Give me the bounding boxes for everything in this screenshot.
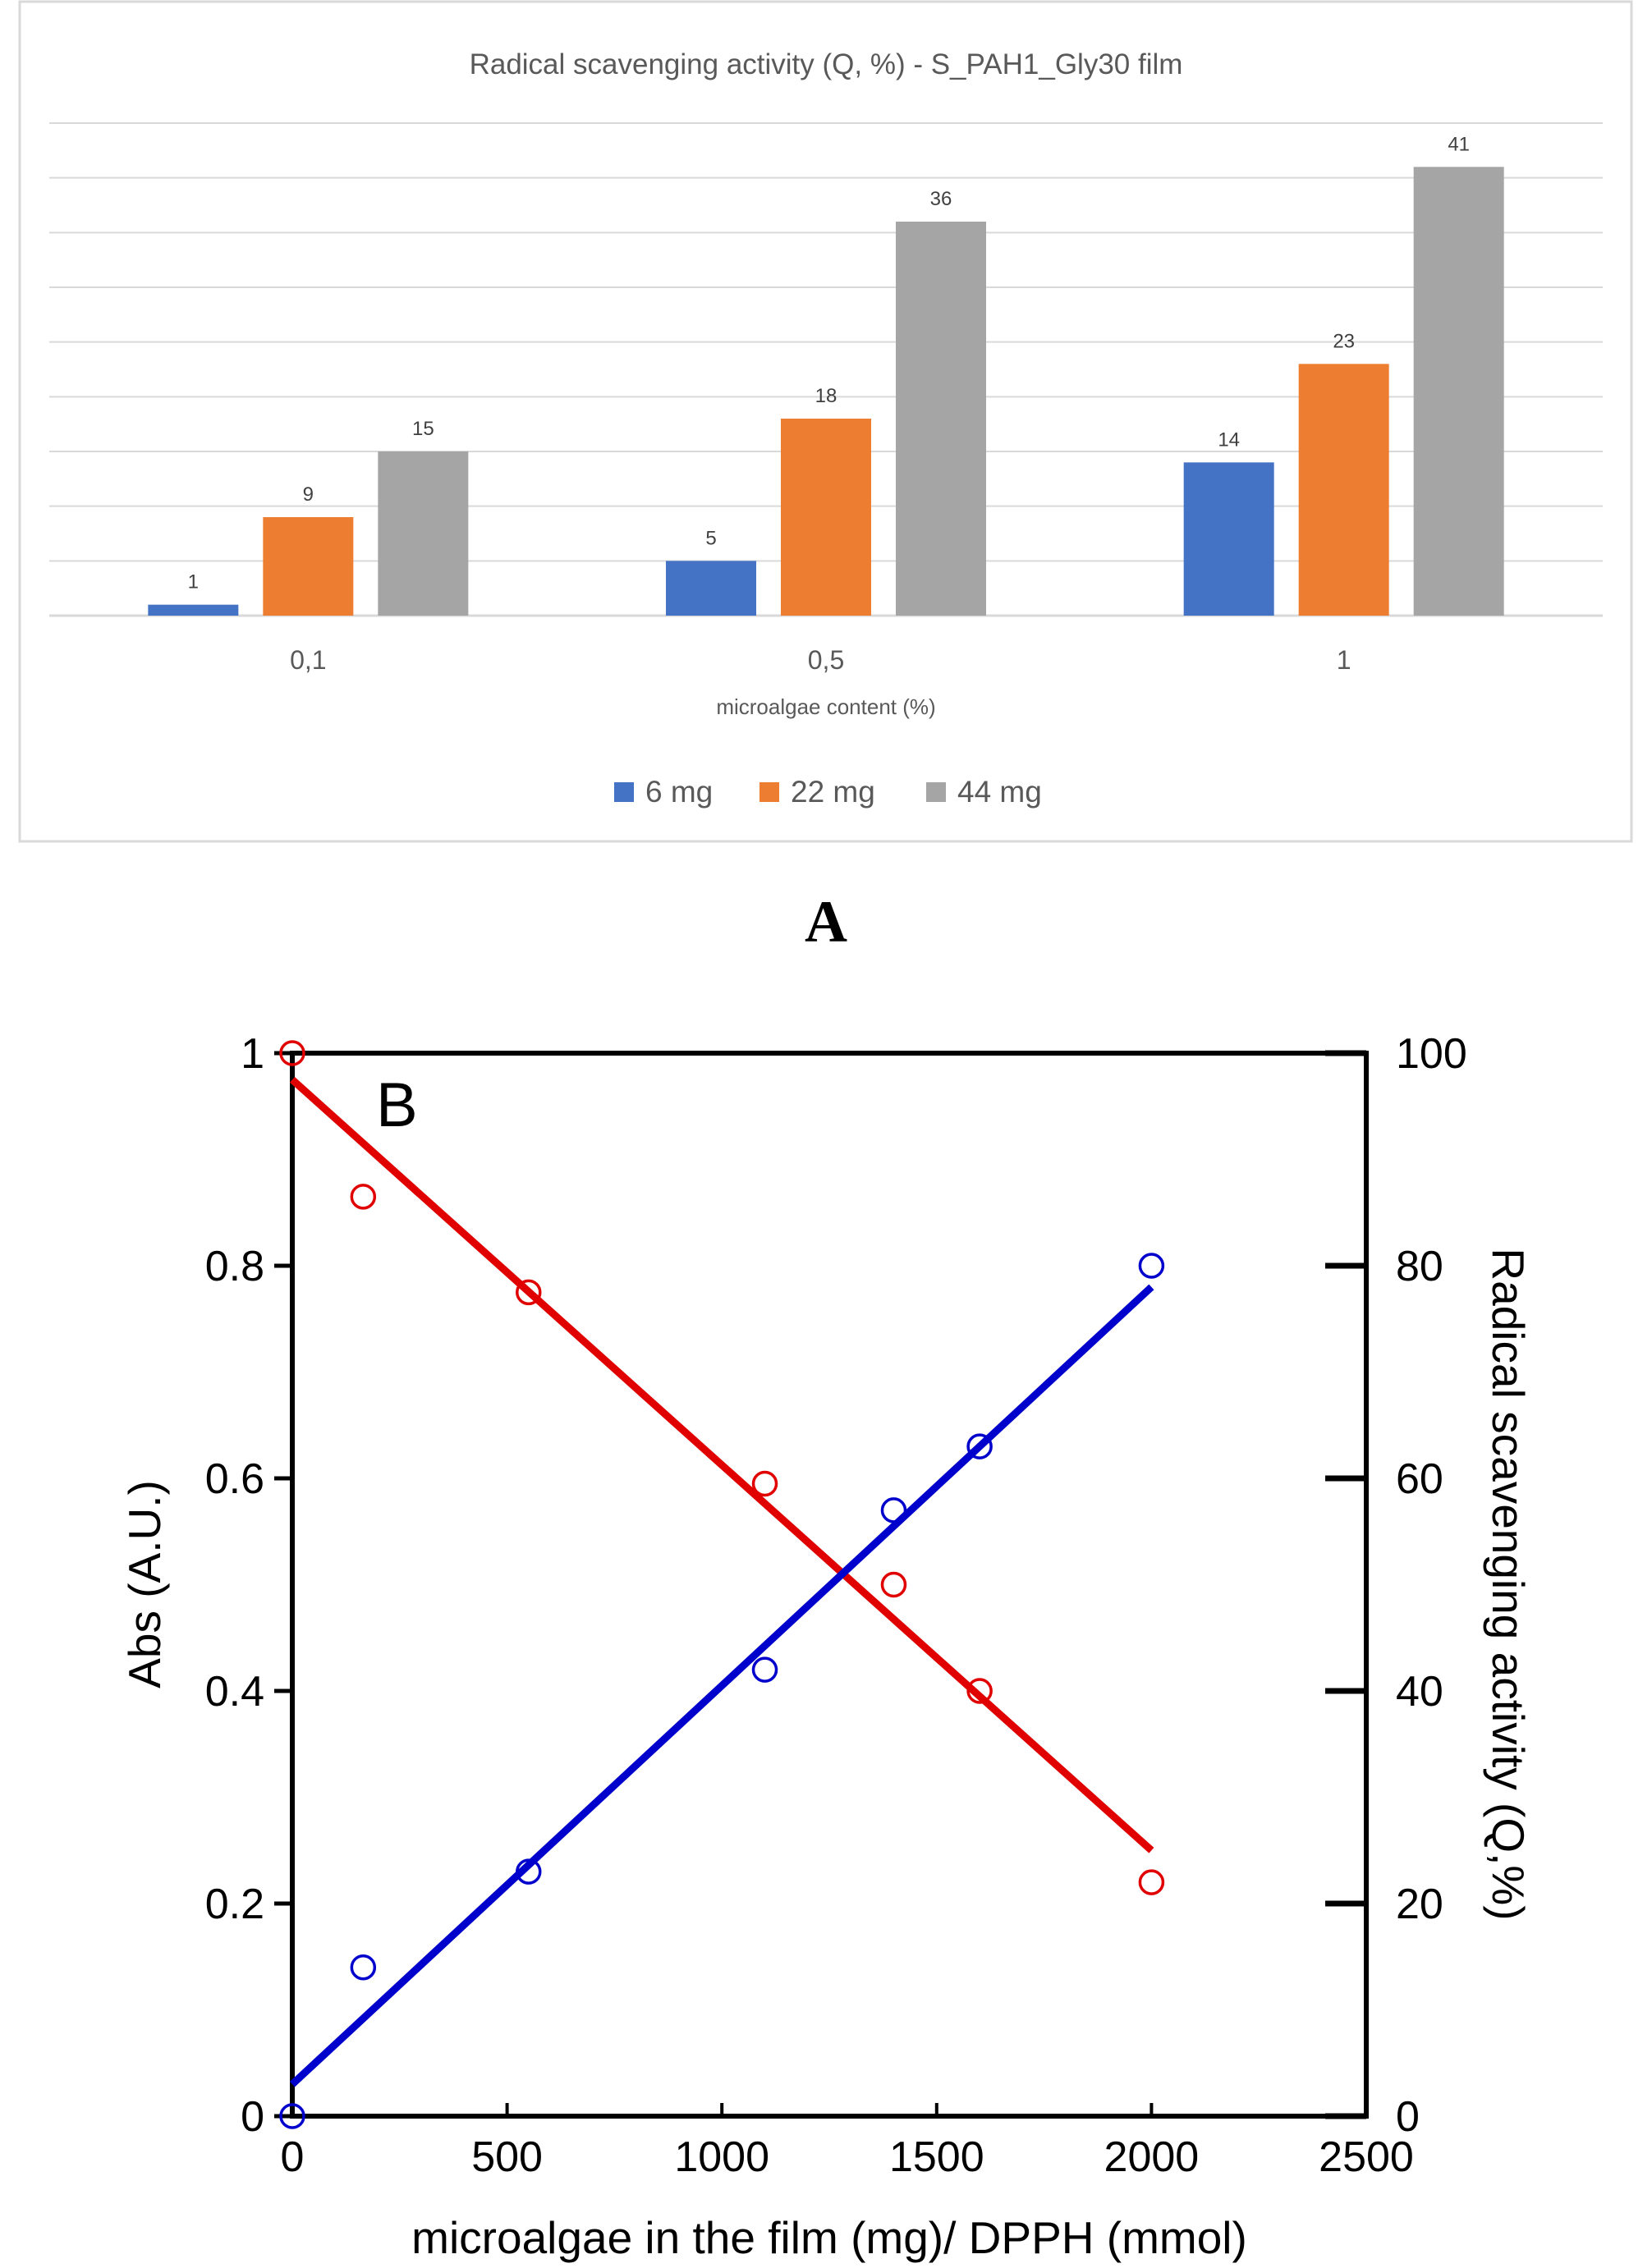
x-tick-label: 0,5	[808, 645, 844, 675]
data-label: 23	[1333, 330, 1355, 352]
y2-tick-label: 20	[1396, 1881, 1443, 1928]
y2-tick-label: 40	[1396, 1668, 1443, 1716]
data-point	[516, 1858, 542, 1885]
legend-swatch	[759, 782, 779, 802]
y-tick-label: 1	[241, 1030, 264, 1078]
y-tick-label: 0.8	[205, 1243, 264, 1290]
y2-tick-label: 80	[1396, 1243, 1443, 1290]
data-point	[350, 1954, 377, 1981]
data-point	[279, 1040, 305, 1066]
chart-a-x-ticks: 0,1 0,5 1	[290, 645, 1351, 675]
bar	[1298, 364, 1389, 616]
data-point	[880, 1571, 907, 1598]
data-label: 5	[705, 527, 716, 549]
data-point	[751, 1470, 778, 1497]
data-point	[350, 1184, 377, 1210]
data-label: 14	[1218, 428, 1240, 451]
fit-line	[289, 1284, 1154, 2087]
data-label: 15	[412, 418, 434, 440]
bar	[1413, 167, 1504, 616]
fit-line	[289, 1077, 1154, 1853]
legend-swatch	[614, 782, 634, 802]
data-point	[966, 1678, 993, 1704]
x-tick-label: 0	[281, 2133, 305, 2181]
panel-a-letter: A	[805, 889, 847, 955]
data-point	[516, 1279, 542, 1306]
data-point	[1138, 1869, 1165, 1895]
y-tick-label: 0.6	[205, 1455, 264, 1503]
bar	[263, 517, 354, 616]
data-point	[279, 2103, 305, 2129]
y2-tick-label: 60	[1396, 1455, 1443, 1503]
legend-label: 44 mg	[957, 775, 1042, 809]
data-point	[1138, 1253, 1165, 1279]
bar	[896, 222, 986, 616]
data-point	[966, 1433, 993, 1459]
x-tick-label: 1	[1337, 645, 1351, 675]
chart-a-legend: 6 mg 22 mg 44 mg	[614, 775, 1042, 809]
data-label: 36	[930, 188, 952, 210]
chart-b-ticks: 0 500 1000 1500 2000 250000.20.40.60.81020406…	[205, 1030, 1467, 2181]
y-tick-label: 0	[241, 2093, 264, 2141]
legend-label: 6 mg	[645, 775, 713, 809]
bar	[1183, 462, 1274, 616]
x-tick-label: 1000	[674, 2133, 769, 2181]
chart-a-x-axis-label: microalgae content (%)	[716, 694, 935, 719]
data-point	[751, 1656, 778, 1683]
scatter-chart: 0 500 1000 1500 2000 250000.20.40.60.81020406…	[119, 1030, 1534, 2263]
data-point	[880, 1497, 907, 1523]
chart-b-x-axis-label: microalgae in the film (mg)/ DPPH (mmol)	[411, 2212, 1247, 2263]
legend-label: 22 mg	[791, 775, 875, 809]
chart-b-y-axis-label: Abs (A.U.)	[119, 1480, 170, 1688]
y-tick-label: 0.2	[205, 1881, 264, 1928]
x-tick-label: 2000	[1104, 2133, 1200, 2181]
x-tick-label: 1500	[889, 2133, 984, 2181]
y2-tick-label: 100	[1396, 1030, 1467, 1078]
x-tick-label: 2500	[1319, 2133, 1414, 2181]
legend-swatch	[926, 782, 946, 802]
chart-b-plot-frame	[290, 1051, 1369, 2119]
data-label: 9	[303, 483, 314, 506]
chart-b-y2-axis-label: Radical scavenging activity (Q,%)	[1483, 1248, 1534, 1920]
chart-a-title: Radical scavenging activity (Q, %) - S_P…	[470, 48, 1183, 80]
bar	[781, 419, 871, 616]
data-label: 18	[815, 385, 837, 407]
bar-chart: Radical scavenging activity (Q, %) - S_P…	[18, 0, 1633, 843]
chart-a-bars	[148, 167, 1504, 616]
x-tick-label: 0,1	[290, 645, 326, 675]
x-tick-label: 500	[471, 2133, 543, 2181]
data-label: 41	[1448, 133, 1470, 155]
chart-b-fit-lines	[289, 1077, 1154, 2087]
chart-b-points	[279, 1040, 1165, 2129]
chart-b-panel-label: B	[376, 1070, 418, 1140]
y-tick-label: 0.4	[205, 1668, 264, 1716]
y2-tick-label: 0	[1396, 2093, 1420, 2141]
bar	[148, 604, 239, 616]
bar	[378, 451, 469, 616]
data-label: 1	[188, 571, 199, 593]
bar	[666, 561, 756, 616]
chart-a-data-labels: 1 9 15 5 18 36 14 23 41	[188, 133, 1470, 593]
